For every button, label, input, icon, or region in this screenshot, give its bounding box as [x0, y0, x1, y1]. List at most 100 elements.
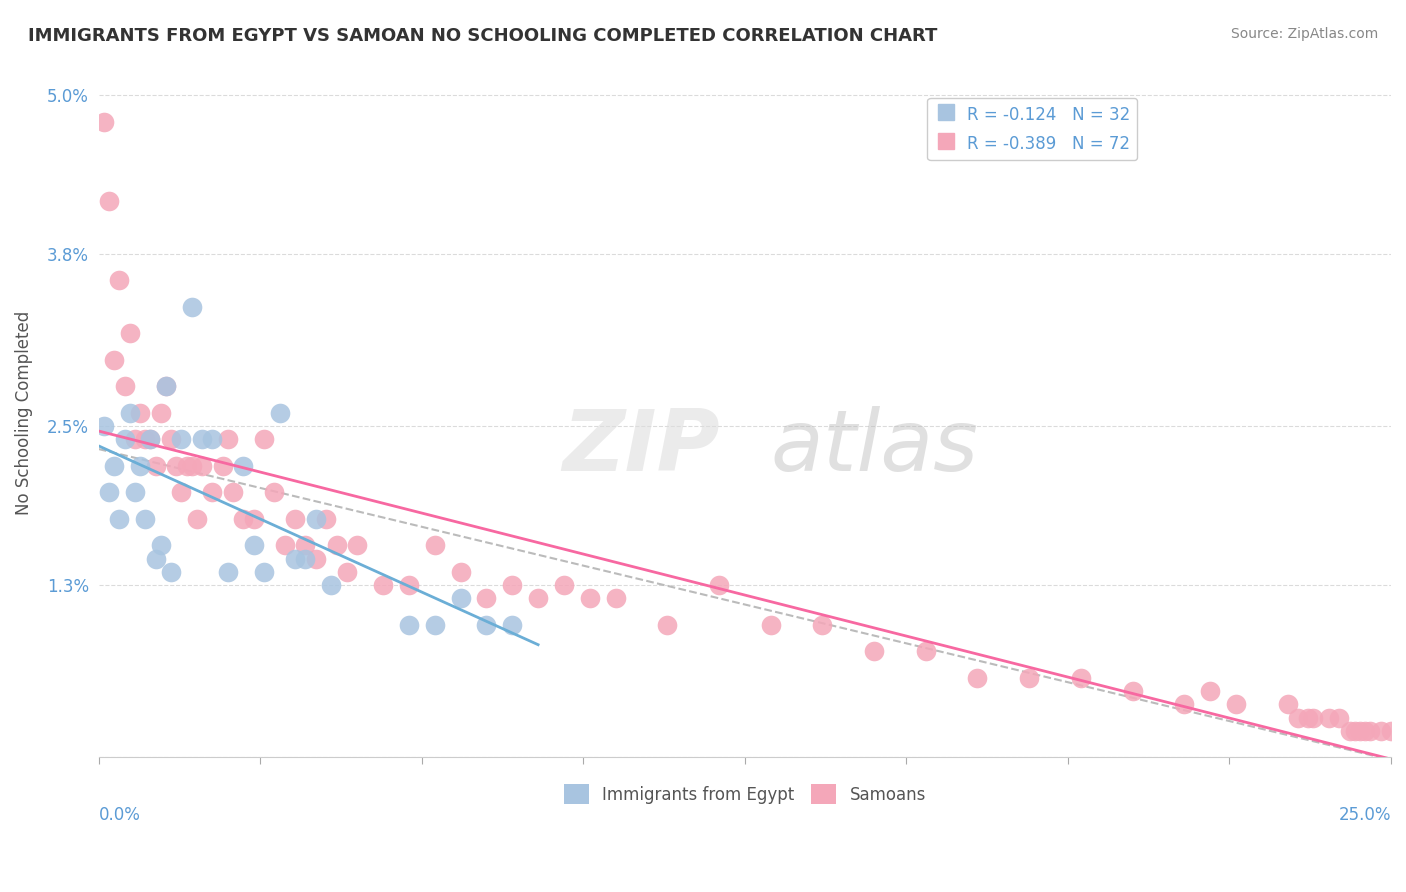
Point [118, 326, 141, 341]
Point [450, 591, 472, 606]
Point [263, 485, 285, 500]
Point [217, 433, 239, 447]
Text: 0.0%: 0.0% [98, 805, 141, 823]
Text: IMMIGRANTS FROM EGYPT VS SAMOAN NO SCHOOLING COMPLETED CORRELATION CHART: IMMIGRANTS FROM EGYPT VS SAMOAN NO SCHOO… [28, 27, 938, 45]
Point [201, 485, 224, 500]
Point [160, 565, 183, 579]
Point [707, 578, 730, 592]
Point [423, 538, 446, 552]
Point [1173, 698, 1195, 712]
Point [103, 353, 125, 368]
Point [475, 591, 498, 606]
Text: 25.0%: 25.0% [1339, 805, 1391, 823]
Point [129, 406, 152, 420]
Point [398, 618, 420, 632]
Point [346, 538, 368, 552]
Point [1277, 698, 1299, 712]
Point [243, 512, 266, 526]
Point [1286, 711, 1309, 725]
Point [139, 433, 162, 447]
Point [274, 538, 297, 552]
Point [1360, 723, 1382, 738]
Point [863, 644, 886, 658]
Point [450, 565, 472, 579]
Point [201, 433, 224, 447]
Point [321, 578, 343, 592]
Point [501, 618, 523, 632]
Point [1302, 711, 1324, 725]
Point [336, 565, 359, 579]
Point [253, 433, 276, 447]
Point [98, 485, 121, 500]
Point [1354, 723, 1376, 738]
Point [155, 379, 177, 393]
Point [124, 485, 146, 500]
Point [134, 512, 156, 526]
Point [269, 406, 291, 420]
Point [811, 618, 834, 632]
Point [315, 512, 337, 526]
Point [232, 512, 254, 526]
Point [501, 578, 523, 592]
Point [108, 512, 131, 526]
Point [284, 551, 307, 566]
Text: Source: ZipAtlas.com: Source: ZipAtlas.com [1230, 27, 1378, 41]
Point [1225, 698, 1247, 712]
Point [475, 618, 498, 632]
Point [1369, 723, 1392, 738]
Point [191, 458, 214, 473]
Point [176, 458, 198, 473]
Text: atlas: atlas [770, 406, 979, 489]
Point [1348, 723, 1371, 738]
Point [145, 458, 167, 473]
Point [325, 538, 347, 552]
Point [232, 458, 254, 473]
Point [605, 591, 627, 606]
Point [1199, 684, 1222, 698]
Point [114, 433, 136, 447]
Point [103, 458, 125, 473]
Point [527, 591, 550, 606]
Point [284, 512, 307, 526]
Point [93, 114, 115, 128]
Point [1379, 723, 1402, 738]
Point [1344, 723, 1367, 738]
Point [129, 458, 152, 473]
Point [170, 485, 193, 500]
Point [1339, 723, 1361, 738]
Point [966, 671, 988, 685]
Point [759, 618, 782, 632]
Point [145, 551, 167, 566]
Point [118, 406, 141, 420]
Point [914, 644, 936, 658]
Point [98, 194, 121, 208]
Point [305, 512, 328, 526]
Point [243, 538, 266, 552]
Point [294, 538, 316, 552]
Point [191, 433, 214, 447]
Point [1317, 711, 1340, 725]
Point [149, 538, 172, 552]
Point [114, 379, 136, 393]
Point [180, 300, 202, 314]
Point [1070, 671, 1092, 685]
Point [108, 273, 131, 287]
Point [217, 565, 239, 579]
Point [553, 578, 575, 592]
Point [1329, 711, 1351, 725]
Point [139, 433, 162, 447]
Point [578, 591, 600, 606]
Point [222, 485, 245, 500]
Point [305, 551, 328, 566]
Point [180, 458, 202, 473]
Point [149, 406, 172, 420]
Point [423, 618, 446, 632]
Point [1298, 711, 1320, 725]
Point [124, 433, 146, 447]
Point [211, 458, 233, 473]
Point [93, 419, 115, 434]
Point [186, 512, 208, 526]
Y-axis label: No Schooling Completed: No Schooling Completed [15, 310, 32, 515]
Point [134, 433, 156, 447]
Point [294, 551, 316, 566]
